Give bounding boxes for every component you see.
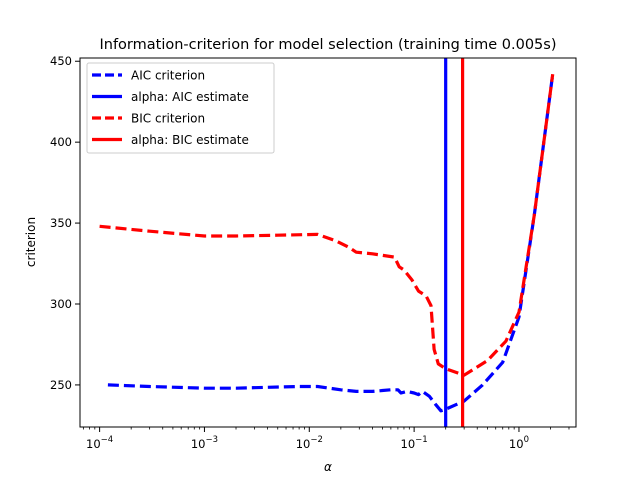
legend-label-aic-criterion: AIC criterion: [131, 69, 205, 83]
legend-label-bic-criterion: BIC criterion: [131, 112, 205, 126]
x-tick-label: 10−4: [86, 435, 113, 451]
y-tick-label: 450: [50, 54, 72, 68]
y-tick-label: 400: [50, 135, 72, 149]
series-line-aic: [107, 73, 555, 413]
x-tick-label: 10−3: [191, 435, 218, 451]
legend-label-bic-estimate: alpha: BIC estimate: [131, 133, 249, 147]
y-tick-label: 350: [50, 216, 72, 230]
y-tick-label: 250: [50, 378, 72, 392]
x-axis-label: α: [324, 460, 332, 474]
series-line-bic: [99, 73, 555, 377]
x-tick-label: 10−2: [296, 435, 323, 451]
x-axis: 10−4 10−3 10−2 10−1 100: [82, 427, 570, 451]
x-tick-label: 100: [509, 435, 529, 451]
x-tick-label: 10−1: [401, 435, 428, 451]
legend: AIC criterion alpha: AIC estimate BIC crit…: [86, 62, 275, 154]
legend-box: [86, 62, 275, 154]
plot-frame: [79, 57, 577, 428]
y-axis-label: criterion: [24, 217, 38, 267]
chart-title: Information-criterion for model selectio…: [99, 37, 556, 53]
legend-label-aic-estimate: alpha: AIC estimate: [131, 90, 249, 104]
y-tick-label: 300: [50, 297, 72, 311]
y-axis: 250 300 350 400 450: [50, 54, 80, 392]
plot-area: [99, 58, 555, 427]
